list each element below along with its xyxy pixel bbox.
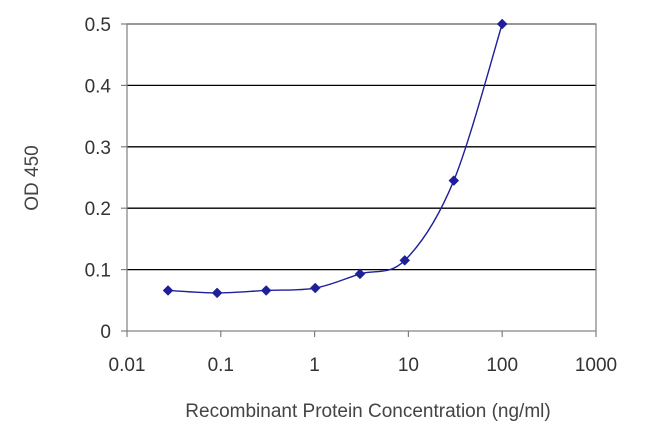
x-tick-label: 1000 [575, 355, 617, 376]
x-axis-title: Recombinant Protein Concentration (ng/ml… [185, 401, 550, 422]
tick-labels: 0 0.1 0.2 0.3 0.4 0.5 0.01 0.1 1 10 100 1000 [85, 15, 618, 376]
y-tick-label: 0.5 [85, 15, 111, 36]
series-line [168, 23, 503, 294]
y-axis-title: OD 450 [22, 145, 43, 210]
y-tick-label: 0 [100, 322, 111, 343]
data-point-marker [399, 255, 411, 266]
data-point-marker [448, 175, 460, 186]
y-tick-label: 0.2 [85, 199, 111, 220]
grid-lines [127, 23, 596, 271]
data-point-marker [162, 285, 174, 296]
data-point-marker [354, 268, 366, 280]
data-point-marker [260, 285, 272, 296]
data-point-marker [211, 287, 223, 299]
data-series [162, 18, 508, 299]
x-tick-label: 100 [486, 355, 518, 376]
data-point-marker [309, 282, 321, 294]
data-point-marker [496, 18, 508, 30]
x-tick-label: 0.1 [208, 355, 234, 376]
x-tick-label: 10 [398, 355, 419, 376]
y-tick-label: 0.1 [85, 261, 111, 282]
y-tick-label: 0.4 [85, 76, 112, 97]
x-tick-label: 1 [309, 355, 320, 376]
x-tick-label: 0.01 [109, 355, 146, 376]
axes [121, 23, 597, 337]
y-tick-label: 0.3 [85, 138, 111, 159]
plot-frame [126, 23, 597, 332]
